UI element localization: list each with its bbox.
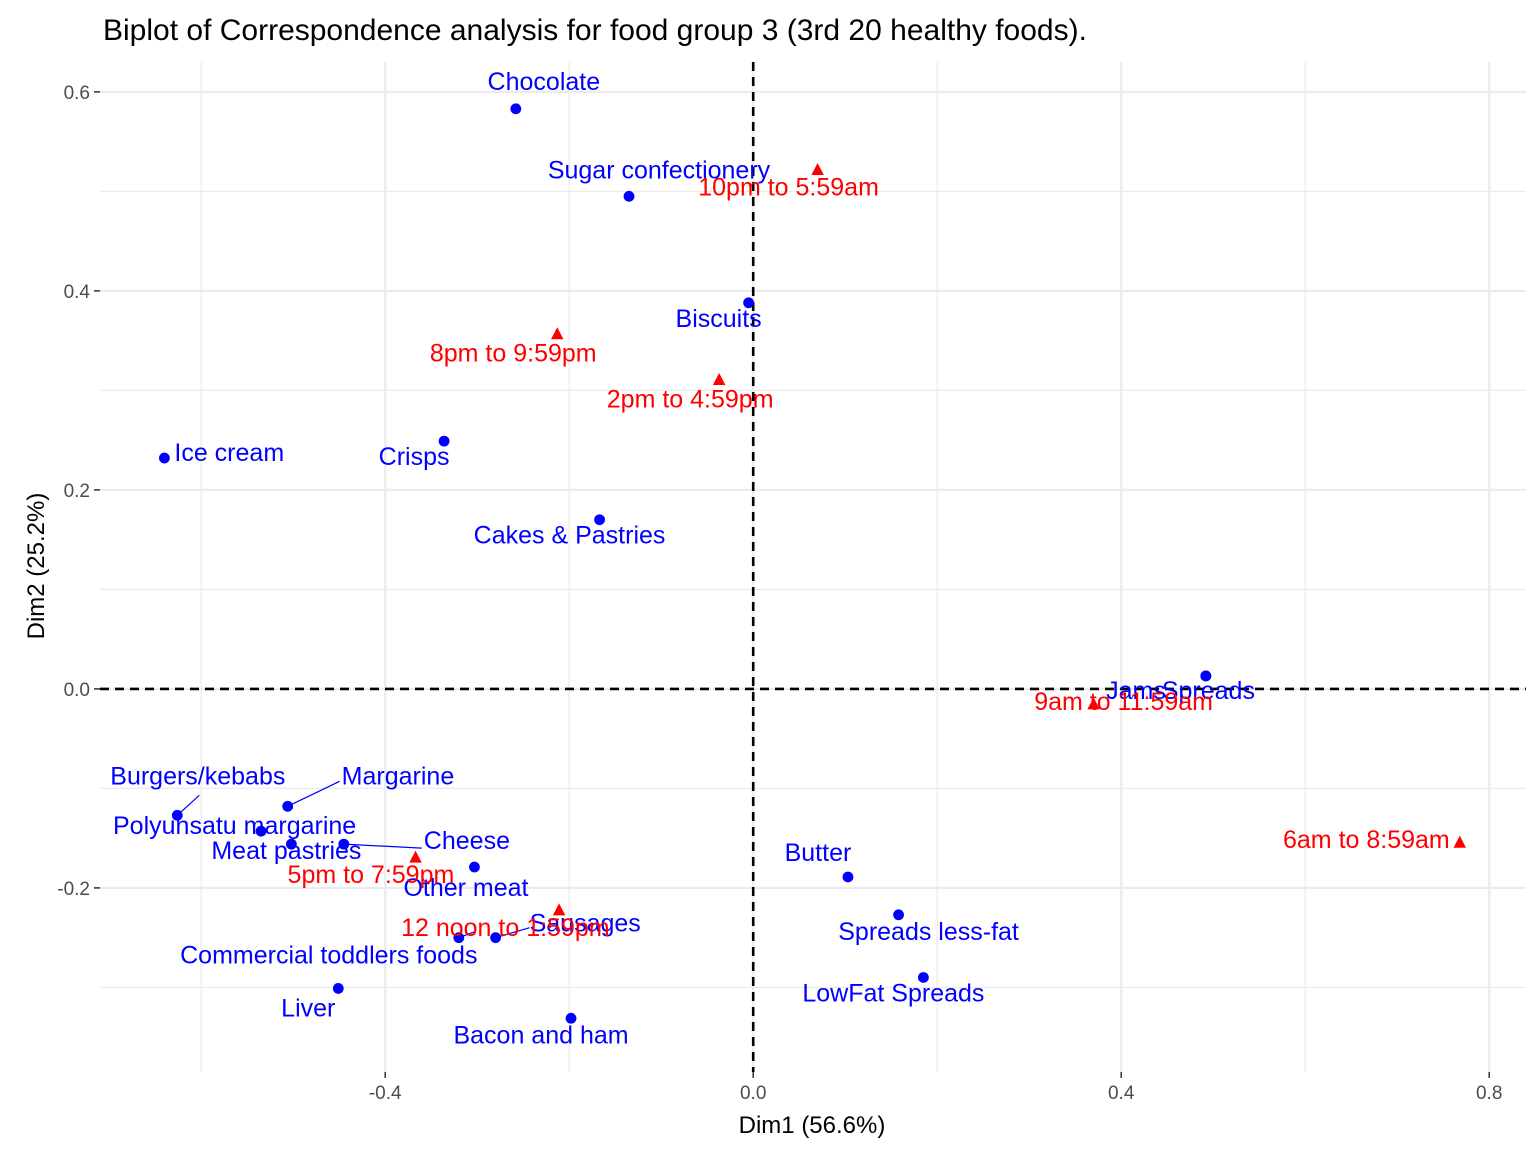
point-polyunsatu-margarine [255, 825, 267, 837]
label-5pm-to-7-59pm: 5pm to 7:59pm [288, 861, 455, 889]
point-spreads-less-fat [893, 909, 904, 921]
label-sausages: Sausages [530, 910, 641, 938]
x-tick-label: 0.0 [740, 1083, 766, 1104]
point-butter [842, 871, 854, 883]
point-lowfat-spreads [918, 972, 929, 983]
label-liver: Liver [281, 994, 335, 1022]
label-spreads-less-fat: Spreads less-fat [838, 918, 1019, 946]
label-10pm-to-5-59am: 10pm to 5:59am [698, 173, 879, 201]
point-sausages [490, 932, 501, 944]
point-ice-cream [159, 452, 170, 464]
label-polyunsatu-margarine: Polyunsatu margarine [113, 812, 356, 840]
label-chocolate: Chocolate [488, 68, 601, 96]
point-bacon-and-ham [565, 1012, 577, 1024]
point-other-meat [469, 861, 480, 873]
point-commercial-toddlers-foods [453, 932, 465, 944]
label-other-meat: Other meat [403, 874, 528, 902]
y-axis-title: Dim2 (25.2%) [23, 493, 50, 640]
triangle-5pm-to-7-59pm [409, 850, 422, 863]
label-spreads: Spreads [1162, 677, 1255, 705]
y-tick-label: 0.2 [64, 481, 90, 502]
connector-margarine [287, 780, 340, 807]
label-9am-to-11-59am: 9am to 11:59am [1034, 688, 1213, 716]
point-meat-pastries [285, 838, 297, 850]
data-points [159, 103, 1467, 1024]
connector-cheese [343, 843, 422, 849]
y-tick-label: -0.2 [57, 879, 90, 900]
label-biscuits: Biscuits [676, 305, 762, 333]
y-tick-label: 0.6 [64, 83, 90, 104]
point-crisps [438, 435, 450, 447]
x-tick-label: 0.8 [1476, 1083, 1502, 1104]
label-6am-to-8-59am: 6am to 8:59am [1283, 826, 1450, 854]
triangle-8pm-to-9-59pm [550, 327, 564, 340]
label-commercial-toddlers-foods: Commercial toddlers foods [180, 942, 477, 970]
point-margarine [282, 800, 294, 812]
label-ice-cream: Ice cream [174, 439, 284, 467]
triangle-12-noon-to-1-59pm [552, 903, 566, 916]
label-margarine: Margarine [342, 762, 455, 790]
y-tick-label: 0.4 [64, 282, 91, 303]
label-jams: Jams [1106, 677, 1166, 705]
label-butter: Butter [785, 839, 852, 867]
x-tick-label: 0.4 [1108, 1083, 1135, 1104]
triangle-6am-to-8-59am [1453, 835, 1467, 848]
chart-title: Biplot of Correspondence analysis for fo… [103, 14, 1087, 47]
label-meat-pastries: Meat pastries [211, 837, 361, 865]
y-tick-label: 0.0 [64, 680, 90, 701]
point-spreads [1200, 670, 1212, 682]
connector-sausages [495, 927, 530, 939]
point-chocolate [510, 103, 522, 115]
triangle-9am-to-11-59am [1087, 697, 1100, 710]
triangle-10pm-to-5-59am [811, 163, 824, 176]
point-biscuits [743, 297, 754, 309]
grid-lines [100, 62, 1526, 1072]
point-burgers-kebabs [171, 809, 183, 821]
x-axis-title: Dim1 (56.6%) [739, 1112, 886, 1139]
label-bacon-and-ham: Bacon and ham [453, 1021, 628, 1049]
label-crisps: Crisps [379, 443, 450, 471]
point-cheese [338, 838, 350, 850]
reference-lines [100, 62, 1526, 1072]
label-burgers-kebabs: Burgers/kebabs [110, 762, 285, 790]
point-cakes-pastries [594, 514, 605, 526]
point-sugar-confectionery [623, 190, 635, 202]
point-labels: Chocolate Sugar confectionery Biscuits Ice … [110, 68, 1449, 1049]
label-cheese: Cheese [424, 827, 510, 855]
label-cakes-pastries: Cakes & Pastries [474, 522, 666, 550]
label-2pm-to-4-59pm: 2pm to 4:59pm [607, 385, 774, 413]
x-tick-label: -0.4 [369, 1083, 402, 1104]
axis-ticks: -0.4 0.0 0.4 0.8 -0.2 0.0 0.2 0.4 0.6 [57, 83, 1502, 1104]
label-lowfat-spreads: LowFat Spreads [802, 979, 984, 1007]
triangle-2pm-to-4-59pm [712, 372, 726, 385]
label-12-noon-to-1-59pm: 12 noon to 1:59pm [401, 914, 609, 942]
point-liver [332, 983, 344, 994]
label-sugar-confectionery: Sugar confectionery [548, 156, 771, 184]
label-8pm-to-9-59pm: 8pm to 9:59pm [430, 340, 597, 368]
